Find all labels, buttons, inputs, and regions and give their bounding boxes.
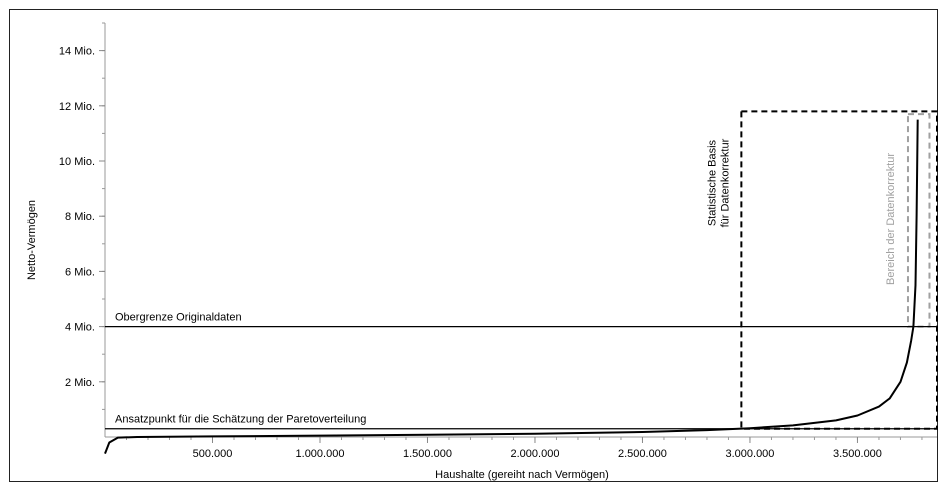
chart-border (9, 9, 938, 482)
x-tick-label: 2.500.000 (618, 448, 667, 460)
region-label: für Datenkorrektur (719, 138, 731, 227)
tick-group: 2 Mio. 4 Mio. 6 Mio. 8 Mio. 10 Mio. 12 Mio. 14… (59, 22, 923, 460)
region-label: Bereich der Datenkorrektur (885, 153, 897, 285)
x-tick-label: 1.500.000 (403, 448, 452, 460)
reference-line-label: Ansatzpunkt für die Schätzung der Pareto… (115, 414, 366, 426)
y-axis-label: Netto-Vermögen (26, 200, 38, 280)
y-tick-label: 12 Mio. (59, 101, 95, 113)
x-axis-label: Haushalte (gereiht nach Vermögen) (435, 469, 609, 481)
x-tick-label: 500.000 (193, 448, 233, 460)
reference-line-label: Obergrenze Originaldaten (115, 312, 242, 324)
y-tick-label: 14 Mio. (59, 46, 95, 58)
x-tick-label: 1.000.000 (296, 448, 345, 460)
y-tick-label: 2 Mio. (65, 377, 95, 389)
region-group: Statistische Basis für Datenkorrektur Bere… (706, 110, 938, 430)
x-tick-label: 3.500.000 (833, 448, 882, 460)
x-tick-label: 2.000.000 (511, 448, 560, 460)
y-tick-label: 6 Mio. (65, 266, 95, 278)
axes (104, 23, 937, 438)
y-tick-label: 10 Mio. (59, 156, 95, 168)
region-box (906, 113, 931, 328)
region-label: Statistische Basis (706, 139, 718, 226)
y-tick-label: 8 Mio. (65, 211, 95, 223)
x-tick-label: 3.000.000 (725, 448, 774, 460)
series-group (104, 119, 919, 454)
y-tick-label: 4 Mio. (65, 322, 95, 334)
hline-group: Obergrenze Originaldaten Ansatzpunkt für … (105, 312, 937, 430)
series-line (104, 119, 919, 454)
